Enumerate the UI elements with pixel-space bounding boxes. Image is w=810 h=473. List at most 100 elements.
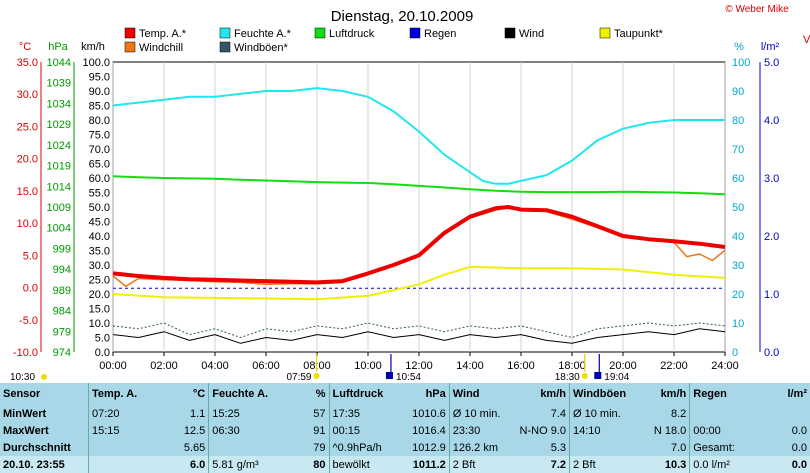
- sun-icon: [313, 373, 320, 379]
- stats-header-row: Sensor Temp. A. °C Feuchte A. % Luftdruc…: [0, 383, 810, 405]
- temp-tick: 20.0: [17, 154, 38, 166]
- legend-label: Windböen*: [234, 42, 289, 54]
- header-gust-unit: km/h: [660, 388, 687, 400]
- copyright-label: © Weber Mike: [725, 4, 789, 15]
- rain-tick: 0.0: [764, 347, 779, 359]
- rain-today: 0.0 l/m²: [689, 456, 750, 473]
- temp-tick: 10.0: [17, 218, 38, 230]
- wind-beaufort: 2 Bft: [448, 456, 510, 473]
- temp-tick: 30.0: [17, 89, 38, 101]
- legend-label: Temp. A.*: [139, 28, 187, 40]
- pressure-value: 1011.2: [389, 456, 450, 473]
- time-markers: 10:30 07:59 10:54 18:30 19:04: [10, 354, 630, 382]
- pressure-tick: 1029: [47, 119, 71, 131]
- wind-tick: 65.0: [89, 159, 110, 171]
- humidity-value: 91: [313, 424, 326, 437]
- pressure-tick: 984: [53, 306, 71, 318]
- legend-label: Feuchte A.*: [234, 28, 292, 40]
- humidity-tick: 20: [732, 289, 744, 301]
- gust-time: 14:10: [568, 422, 630, 439]
- wind-time: Ø 10 min.: [448, 405, 510, 422]
- header-wind: Wind: [448, 383, 510, 405]
- rain-axis-unit: l/m²: [761, 41, 780, 53]
- legend-swatch: [314, 27, 326, 39]
- pressure-value: 1012.9: [412, 441, 446, 454]
- header-temp: Temp. A.: [87, 383, 149, 405]
- pressure-tick: 1009: [47, 202, 71, 214]
- x-tick-label: 06:00: [252, 360, 280, 372]
- rain-tick: 5.0: [764, 57, 779, 69]
- time-marker-label: 07:59: [286, 372, 311, 382]
- legend-swatch: [504, 27, 516, 39]
- temp-tick: -10.0: [13, 347, 38, 359]
- humidity-time: [208, 439, 269, 456]
- temp-time: 15:15: [87, 422, 149, 439]
- weather-condition: bewölkt: [328, 456, 390, 473]
- gust-time: Ø 10 min.: [568, 405, 630, 422]
- humidity-tick: 30: [732, 260, 744, 272]
- header-pressure: Luftdruck: [328, 383, 390, 405]
- rain-time: [689, 405, 750, 422]
- rain-total-label: Gesamt:: [689, 439, 750, 456]
- pressure-tick: 1024: [47, 140, 71, 152]
- pressure-value: 1016.4: [412, 424, 446, 437]
- header-humidity-unit: %: [315, 388, 326, 400]
- x-tick-label: 04:00: [201, 360, 229, 372]
- x-tick-label: 02:00: [150, 360, 178, 372]
- wind-tick: 45.0: [89, 217, 110, 229]
- x-tick-label: 14:00: [456, 360, 484, 372]
- humidity-value: 79: [313, 441, 326, 454]
- wind-tick: 35.0: [89, 246, 110, 258]
- stats-row-current: 20.10. 23:55 6.0 5.81 g/m³ 80 bewölkt 10…: [0, 456, 810, 473]
- humidity-tick: 40: [732, 231, 744, 243]
- humidity-tick: 80: [732, 115, 744, 127]
- humidity-tick: 60: [732, 173, 744, 185]
- rain-time: 00:00: [689, 422, 750, 439]
- chart-axes: °C hPa km/h % l/m² -10.0 -5.0 0.0 5.0 10.0 15…: [13, 41, 780, 359]
- chart-legend: Temp. A.* Feuchte A.* Luftdruck Regen Wind Ta…: [124, 27, 664, 54]
- wind-value: 7.2: [509, 456, 570, 473]
- moon-icon: [594, 372, 602, 379]
- rain-value: [750, 405, 810, 422]
- temp-time: [87, 456, 149, 473]
- legend-label: Wind: [519, 28, 544, 40]
- x-tick-label: 22:00: [660, 360, 688, 372]
- temp-value: 6.0: [148, 456, 209, 473]
- header-humidity: Feuchte A.: [208, 383, 269, 405]
- rain-tick: 1.0: [764, 289, 779, 301]
- pressure-tick: 974: [53, 347, 71, 359]
- header-gust: Windböen: [568, 383, 630, 405]
- pressure-tick: 979: [53, 326, 71, 338]
- wind-tick: 80.0: [89, 115, 110, 127]
- legend-swatch: [219, 27, 231, 39]
- wind-value: 7.4: [550, 407, 566, 420]
- absolute-humidity: 5.81 g/m³: [208, 456, 269, 473]
- temp-time: [87, 439, 149, 456]
- wind-tick: 60.0: [89, 173, 110, 185]
- rain-tick: 3.0: [764, 173, 779, 185]
- wind-axis-unit: km/h: [81, 41, 105, 53]
- pressure-value: 1010.6: [412, 407, 446, 420]
- gust-value: 10.3: [629, 456, 690, 473]
- pressure-axis-unit: hPa: [48, 41, 68, 53]
- corner-time-label: 10:30: [10, 372, 35, 382]
- x-tick-label: 20:00: [609, 360, 637, 372]
- gust-value: N 18.0: [653, 424, 687, 437]
- wind-tick: 95.0: [89, 72, 110, 84]
- legend-swatch: [124, 41, 136, 53]
- gust-value: 8.2: [670, 407, 687, 420]
- pressure-tick: 994: [53, 264, 71, 276]
- row-label: 20.10. 23:55: [0, 456, 89, 473]
- stats-row-min: MinWert 07:20 1.1 15:25 57 17:35 1010.6 …: [0, 405, 810, 422]
- row-label: Durchschnitt: [3, 441, 71, 454]
- header-sensor: Sensor: [3, 388, 41, 400]
- gust-beaufort: 2 Bft: [568, 456, 630, 473]
- temp-tick: 0.0: [23, 283, 38, 295]
- plot-area: 00:0002:0004:0006:0008:0010:0012:0014:00…: [99, 61, 739, 372]
- chart-title: Dienstag, 20.10.2009: [331, 8, 474, 25]
- humidity-axis-unit: %: [734, 41, 744, 53]
- gust-time: [568, 439, 630, 456]
- series-luftdruck-line: [112, 175, 726, 196]
- rain-tick: 2.0: [764, 231, 779, 243]
- wind-tick: 100.0: [82, 57, 110, 69]
